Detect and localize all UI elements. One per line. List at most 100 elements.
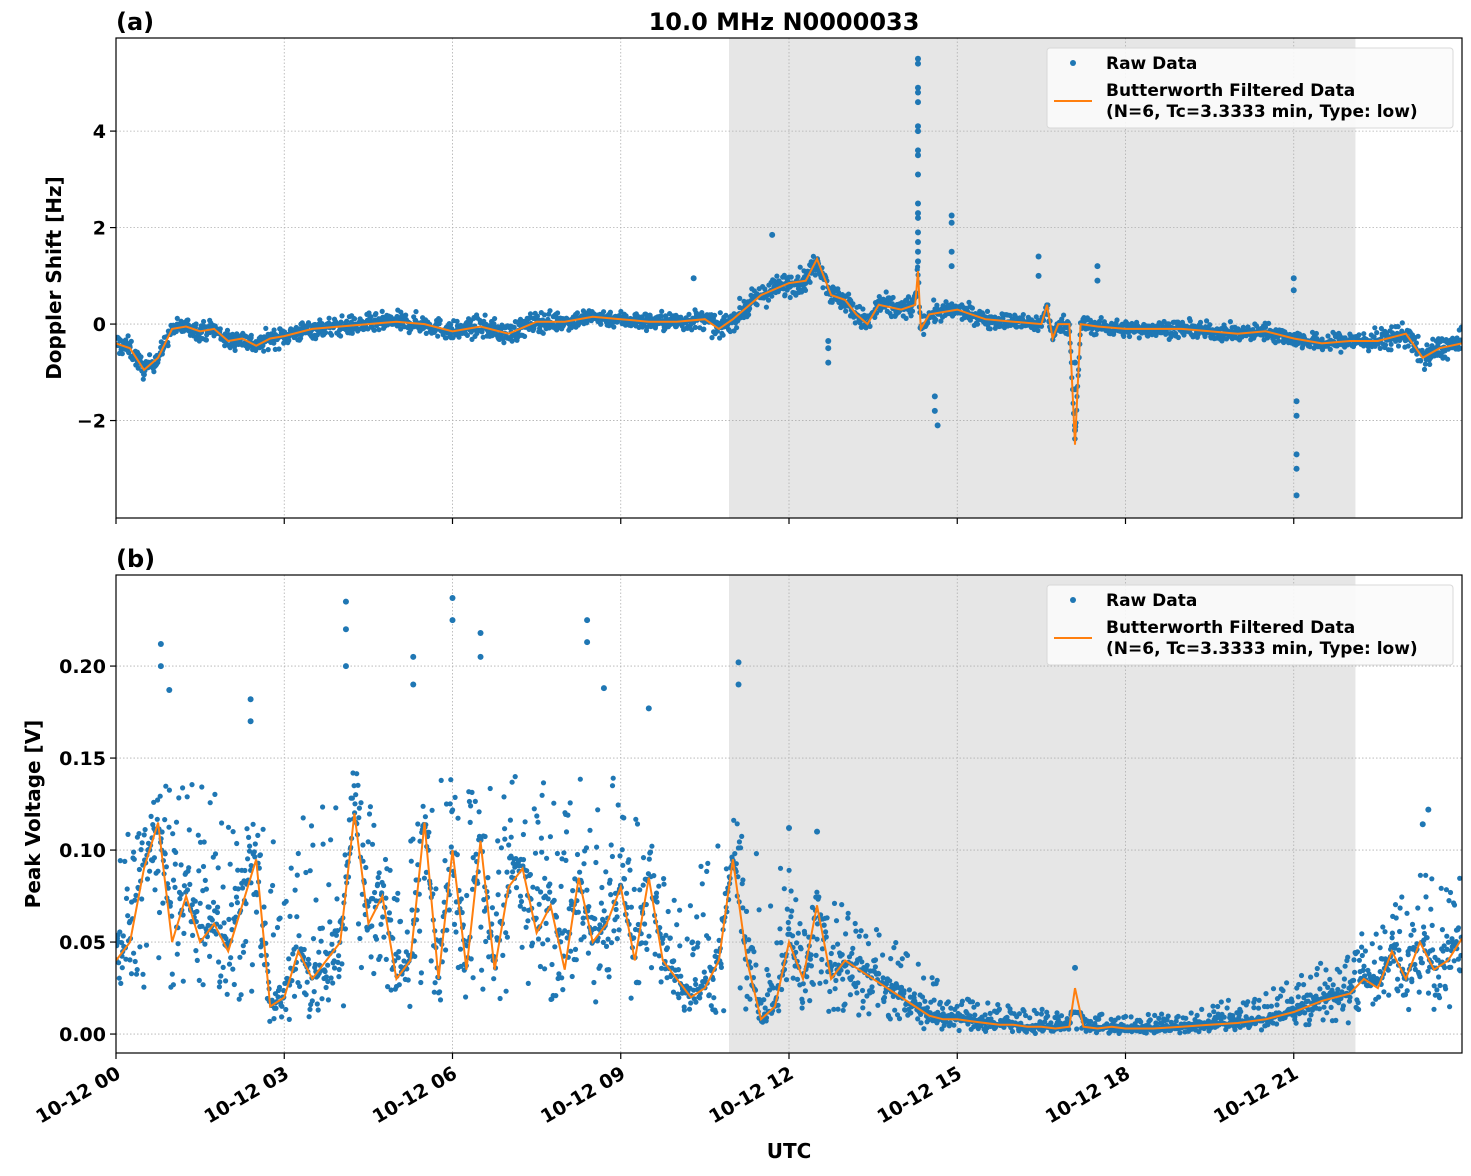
raw-data-point — [561, 850, 566, 855]
raw-data-point — [339, 961, 344, 966]
raw-data-point — [403, 313, 408, 318]
raw-data-point — [575, 310, 580, 315]
raw-data-point — [814, 953, 819, 958]
raw-data-point — [554, 914, 559, 919]
raw-data-point — [891, 295, 896, 300]
raw-data-point — [504, 870, 509, 875]
raw-data-point — [555, 851, 560, 856]
raw-data-point — [610, 854, 615, 859]
raw-data-point — [915, 128, 921, 134]
raw-data-point — [972, 1012, 977, 1017]
raw-data-point — [932, 408, 938, 414]
raw-data-point — [718, 310, 723, 315]
raw-data-point — [254, 910, 259, 915]
raw-data-point — [329, 942, 334, 947]
raw-data-point — [1294, 466, 1300, 472]
raw-data-point — [189, 782, 194, 787]
raw-data-point — [301, 815, 306, 820]
raw-data-point — [1245, 999, 1250, 1004]
raw-data-point — [784, 977, 789, 982]
raw-data-point — [787, 868, 792, 873]
raw-data-point — [243, 939, 248, 944]
raw-data-point — [1094, 332, 1099, 337]
raw-data-point — [693, 977, 698, 982]
raw-data-point — [1396, 343, 1401, 348]
raw-data-point — [1294, 413, 1300, 419]
raw-data-point — [283, 1007, 288, 1012]
raw-data-point — [275, 925, 280, 930]
raw-data-point — [859, 959, 864, 964]
raw-data-point — [341, 1003, 346, 1008]
raw-data-point — [1137, 335, 1142, 340]
raw-data-point — [800, 1000, 805, 1005]
raw-data-point — [172, 885, 177, 890]
raw-data-point — [659, 309, 664, 314]
raw-data-point — [829, 951, 834, 956]
raw-data-point — [869, 984, 874, 989]
raw-data-point — [275, 994, 280, 999]
raw-data-point — [336, 953, 341, 958]
y-tick-label: 0 — [93, 314, 106, 336]
raw-data-point — [140, 840, 145, 845]
raw-data-point — [398, 919, 403, 924]
raw-data-point — [870, 989, 875, 994]
raw-data-point — [893, 940, 898, 945]
raw-data-point — [381, 883, 386, 888]
raw-data-point — [512, 325, 517, 330]
raw-data-point — [160, 901, 165, 906]
raw-data-point — [144, 943, 149, 948]
raw-data-point — [766, 298, 771, 303]
raw-data-point — [693, 982, 698, 987]
raw-data-point — [228, 955, 233, 960]
raw-data-point — [258, 852, 263, 857]
raw-data-point — [1099, 315, 1104, 320]
raw-data-point — [774, 274, 779, 279]
raw-data-point — [548, 834, 553, 839]
raw-data-point — [502, 826, 507, 831]
raw-data-point — [677, 943, 682, 948]
raw-data-point — [496, 892, 501, 897]
raw-data-point — [1291, 275, 1297, 281]
raw-data-point — [1123, 1014, 1128, 1019]
raw-data-point — [162, 817, 167, 822]
raw-data-point — [176, 795, 181, 800]
raw-data-point — [845, 969, 850, 974]
x-axis-label: UTC — [767, 1139, 812, 1163]
raw-data-point — [795, 977, 800, 982]
raw-data-point — [327, 919, 332, 924]
raw-data-point — [1027, 1015, 1032, 1020]
raw-data-point — [688, 1000, 693, 1005]
raw-data-point — [455, 852, 460, 857]
raw-data-point — [603, 869, 608, 874]
raw-data-point — [970, 999, 975, 1004]
raw-data-point — [816, 894, 821, 899]
raw-data-point — [839, 902, 844, 907]
raw-data-point — [988, 326, 993, 331]
raw-data-point — [644, 947, 649, 952]
raw-data-point — [925, 1005, 930, 1010]
raw-data-point — [776, 1008, 781, 1013]
raw-data-point — [316, 950, 321, 955]
raw-data-point — [629, 996, 634, 1001]
raw-data-point — [198, 901, 203, 906]
raw-data-point — [483, 313, 488, 318]
raw-data-point — [695, 940, 700, 945]
raw-data-point — [120, 965, 125, 970]
raw-data-point — [368, 804, 373, 809]
raw-data-point — [797, 921, 802, 926]
raw-data-point — [802, 931, 807, 936]
raw-data-point — [755, 302, 760, 307]
raw-data-point — [129, 971, 134, 976]
raw-data-point — [631, 935, 636, 940]
raw-data-point — [201, 319, 206, 324]
raw-data-point — [697, 995, 702, 1000]
raw-data-point — [413, 309, 418, 314]
raw-data-point — [753, 962, 758, 967]
raw-data-point — [230, 967, 235, 972]
raw-data-point — [463, 994, 468, 999]
raw-data-point — [324, 985, 329, 990]
raw-data-point — [499, 845, 504, 850]
raw-data-point — [156, 955, 161, 960]
raw-data-point — [137, 867, 142, 872]
raw-data-point — [175, 952, 180, 957]
